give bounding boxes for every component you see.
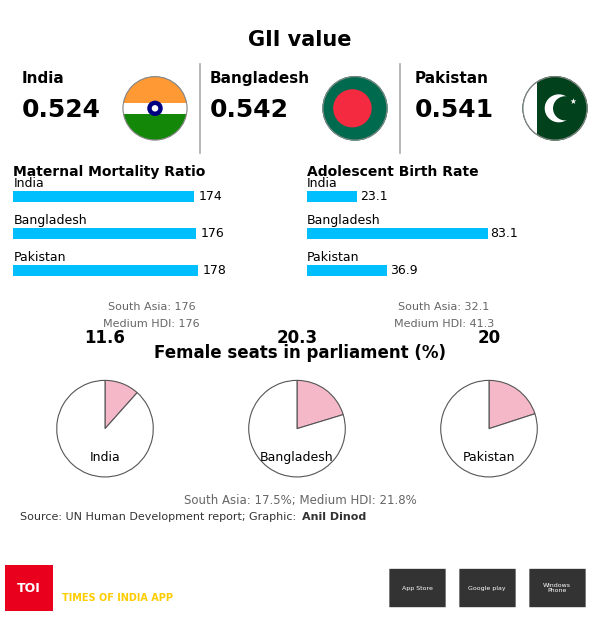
Text: South Asia: 32.1: South Asia: 32.1 [398,301,490,312]
Wedge shape [441,380,537,477]
Text: 0.524: 0.524 [22,98,101,123]
Text: Source: UN Human Development report; Graphic:: Source: UN Human Development report; Gra… [20,511,300,522]
Text: Anil Dinod: Anil Dinod [302,511,366,522]
Text: Windows
Phone: Windows Phone [543,582,571,594]
Text: Bangladesh: Bangladesh [307,214,380,227]
Text: 20.3: 20.3 [277,329,317,347]
Bar [523,77,538,140]
FancyBboxPatch shape [459,568,516,608]
Wedge shape [105,380,137,428]
Text: Pakistan: Pakistan [415,71,489,85]
Wedge shape [57,380,153,477]
Text: South Asia: 17.5%; Medium HDI: 21.8%: South Asia: 17.5%; Medium HDI: 21.8% [184,493,416,506]
Text: 176: 176 [201,227,225,240]
Text: App Store: App Store [401,586,433,591]
Text: 0.541: 0.541 [415,98,494,123]
Wedge shape [489,380,535,428]
Text: South Asia: 176: South Asia: 176 [107,301,196,312]
Text: Female seats in parliament (%): Female seats in parliament (%) [154,344,446,363]
Text: Pakistan: Pakistan [463,451,515,464]
Text: 178: 178 [203,264,227,277]
Circle shape [334,90,371,127]
Text: India: India [13,177,44,190]
Text: 0.542: 0.542 [210,98,289,123]
Circle shape [152,106,158,111]
Text: FOR MORE  INFOGRAPHICS DOWNLOAD: FOR MORE INFOGRAPHICS DOWNLOAD [62,575,246,584]
Text: TIMES OF INDIA APP: TIMES OF INDIA APP [62,594,173,604]
Circle shape [148,102,162,115]
Text: India: India [307,177,338,190]
Circle shape [554,97,577,119]
Text: Google play: Google play [468,586,506,591]
Text: Pakistan: Pakistan [13,251,66,264]
Bar [307,266,387,276]
Text: Adolescent Birth Rate: Adolescent Birth Rate [307,165,479,179]
Text: India: India [22,71,65,85]
Text: 36.9: 36.9 [390,264,418,277]
Bar [307,228,488,239]
Text: India: India [89,451,121,464]
Text: Bangladesh: Bangladesh [210,71,310,85]
FancyBboxPatch shape [389,568,446,608]
Wedge shape [123,77,187,108]
Circle shape [545,95,572,122]
Text: Medium HDI: 176: Medium HDI: 176 [103,319,200,329]
FancyBboxPatch shape [529,568,586,608]
Text: 11.6: 11.6 [85,329,125,347]
Wedge shape [123,108,187,140]
FancyBboxPatch shape [5,565,53,611]
Wedge shape [297,380,343,428]
Text: ★: ★ [569,97,576,106]
Text: 20: 20 [478,329,500,347]
Bar [13,266,198,276]
Bar [307,191,357,202]
Bar [13,191,194,202]
Text: Medium HDI: 41.3: Medium HDI: 41.3 [394,319,494,329]
Circle shape [323,77,387,140]
Text: 83.1: 83.1 [491,227,518,240]
Text: 23.1: 23.1 [360,189,388,203]
Text: TOI: TOI [17,581,41,595]
Text: GII value: GII value [248,30,352,50]
Text: Bangladesh: Bangladesh [13,214,87,227]
Text: 174: 174 [199,189,223,203]
Bar [13,228,196,239]
Text: Bangladesh: Bangladesh [260,451,334,464]
Text: Maternal Mortality Ratio: Maternal Mortality Ratio [13,165,206,179]
Wedge shape [249,380,345,477]
Circle shape [523,77,587,140]
Text: Pakistan: Pakistan [307,251,359,264]
Bar [123,103,187,114]
